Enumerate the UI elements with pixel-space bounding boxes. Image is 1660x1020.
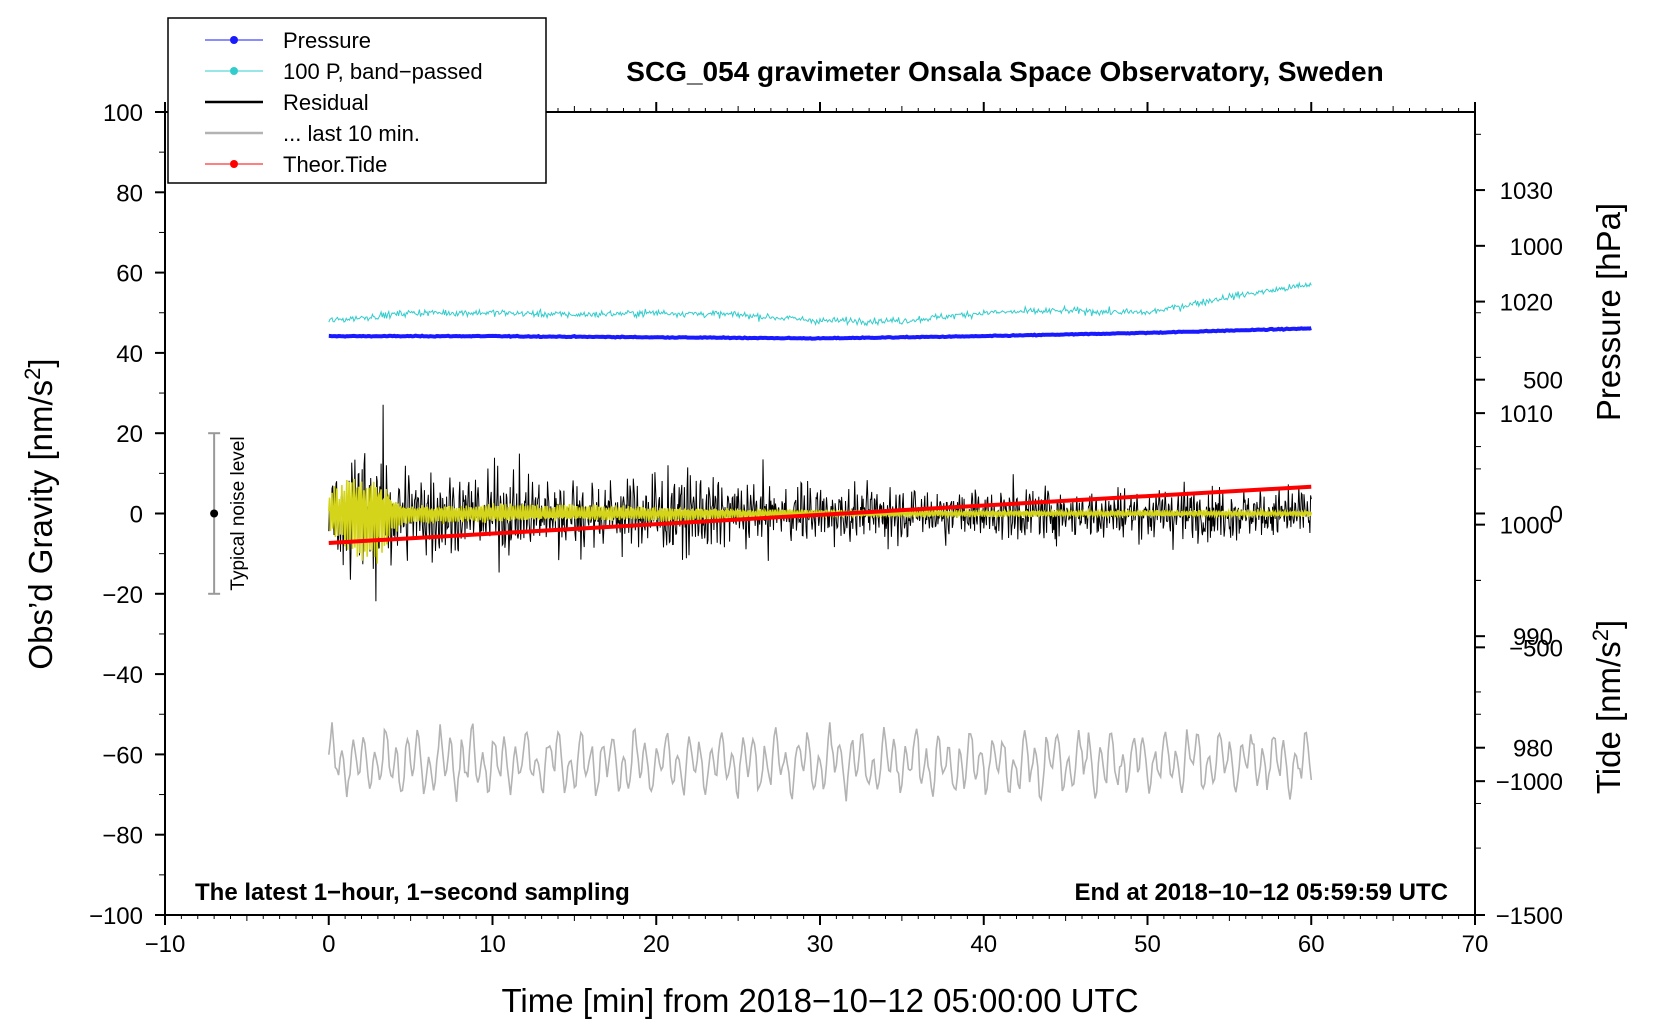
y-tick-label: −60 bbox=[102, 742, 143, 769]
pressure-tick-label: 1010 bbox=[1500, 401, 1553, 428]
y-left-title-close: ] bbox=[22, 358, 59, 367]
tide-tick-label: −1000 bbox=[1496, 769, 1563, 796]
x-tick-label: 50 bbox=[1134, 931, 1161, 958]
tide-tick-label: −1500 bbox=[1496, 903, 1563, 930]
series-pressure bbox=[328, 326, 1312, 341]
legend-label: 100 P, band−passed bbox=[283, 59, 483, 84]
legend-label: ... last 10 min. bbox=[283, 121, 420, 146]
legend-box bbox=[167, 17, 547, 184]
noise-level-label: Typical noise level bbox=[228, 436, 249, 590]
y-tick-label: −20 bbox=[102, 582, 143, 609]
tide-tick-label: 0 bbox=[1550, 502, 1563, 529]
legend-label: Residual bbox=[283, 90, 369, 115]
x-axis: −10 0 10 20 30 40 50 60 70 bbox=[145, 102, 1489, 958]
x-tick-label: 60 bbox=[1298, 931, 1325, 958]
y-tick-label: −80 bbox=[102, 823, 143, 850]
legend-label: Theor.Tide bbox=[283, 152, 387, 177]
pressure-tick-label: 1000 bbox=[1500, 513, 1553, 540]
tide-title-sup: 2 bbox=[1588, 629, 1613, 641]
y-axis-pressure: 1030 1020 1010 1000 990 980 bbox=[1475, 133, 1553, 804]
series-layer bbox=[328, 281, 1313, 803]
series-band-passed bbox=[328, 281, 1312, 327]
noise-bar-center bbox=[210, 509, 219, 518]
legend: Pressure 100 P, band−passed Residual ... la… bbox=[167, 17, 547, 184]
pressure-tick-label: 1030 bbox=[1500, 178, 1553, 205]
tide-tick-label: 500 bbox=[1523, 368, 1563, 395]
y-tick-label: 0 bbox=[130, 502, 143, 529]
x-axis-title: Time [min] from 2018−10−12 05:00:00 UTC bbox=[501, 982, 1138, 1019]
legend-label: Pressure bbox=[283, 28, 371, 53]
series-theor-tide bbox=[328, 484, 1312, 545]
tide-axis-title: Tide [nm/s2] bbox=[1588, 620, 1627, 794]
y-tick-label: 20 bbox=[116, 421, 143, 448]
legend-swatch-marker bbox=[230, 67, 238, 75]
tide-tick-label: −500 bbox=[1509, 635, 1563, 662]
y-tick-label: 60 bbox=[116, 261, 143, 288]
x-tick-label: 70 bbox=[1462, 931, 1489, 958]
series-residual bbox=[328, 404, 1312, 602]
chart-title: SCG_054 gravimeter Onsala Space Observat… bbox=[626, 56, 1383, 87]
y-tick-label: −100 bbox=[89, 903, 143, 930]
legend-swatch-marker bbox=[230, 160, 238, 168]
y-left-title-sup: 2 bbox=[20, 368, 45, 380]
x-tick-label: 20 bbox=[643, 931, 670, 958]
tide-title-close: ] bbox=[1590, 620, 1627, 629]
annotation-sampling: The latest 1−hour, 1−second sampling bbox=[195, 879, 630, 906]
x-tick-label: 40 bbox=[970, 931, 997, 958]
x-tick-label: 30 bbox=[807, 931, 834, 958]
x-tick-label: 0 bbox=[322, 931, 335, 958]
x-tick-label: 10 bbox=[479, 931, 506, 958]
pressure-tick-label: 1020 bbox=[1500, 290, 1553, 317]
y-left-title-text: Obs’d Gravity [nm/s bbox=[22, 380, 59, 670]
x-tick-label: −10 bbox=[145, 931, 186, 958]
tide-title-text: Tide [nm/s bbox=[1590, 641, 1627, 794]
annotation-end-time: End at 2018−10−12 05:59:59 UTC bbox=[1074, 879, 1448, 906]
noise-level-bar bbox=[208, 432, 221, 595]
y-tick-label: 80 bbox=[116, 180, 143, 207]
pressure-axis-title: Pressure [hPa] bbox=[1590, 203, 1627, 421]
legend-swatch-marker bbox=[230, 36, 238, 44]
pressure-tick-label: 990 bbox=[1513, 624, 1553, 651]
y-tick-label: 100 bbox=[103, 100, 143, 127]
y-axis-left-title: Obs’d Gravity [nm/s2] bbox=[20, 358, 59, 669]
tide-tick-label: 1000 bbox=[1510, 234, 1563, 261]
y-tick-label: 40 bbox=[116, 341, 143, 368]
y-axis-left: 100 80 60 40 20 0 −20 −40 −60 −80 −100 bbox=[89, 100, 165, 930]
pressure-tick-label: 980 bbox=[1513, 736, 1553, 763]
series-last-10-min bbox=[328, 722, 1313, 803]
y-tick-label: −40 bbox=[102, 662, 143, 689]
y-axis-tide: 1000 500 0 −500 −1000 −1500 bbox=[1475, 234, 1563, 930]
